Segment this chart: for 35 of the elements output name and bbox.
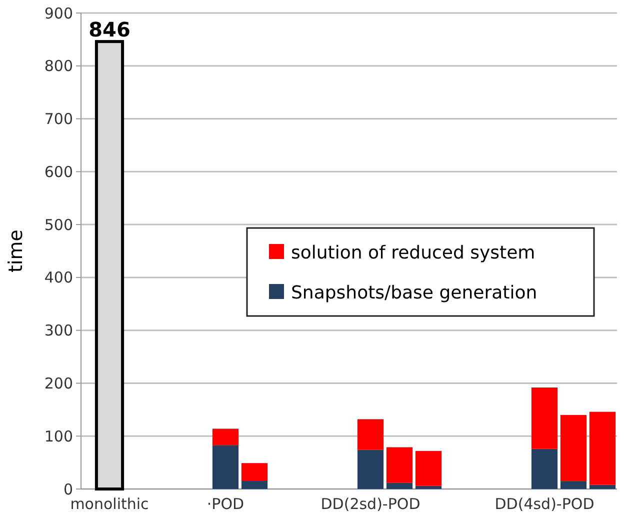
bar <box>212 428 239 446</box>
y-tick-label: 600 <box>44 162 73 181</box>
bar <box>415 450 442 486</box>
bar <box>386 447 413 483</box>
bar <box>241 480 268 489</box>
bar <box>531 387 558 449</box>
legend-label: Snapshots/base generation <box>291 282 538 304</box>
legend-label: solution of reduced system <box>291 242 536 264</box>
y-tick-label: 300 <box>44 322 73 340</box>
y-tick-label: 700 <box>44 110 73 128</box>
bar <box>560 481 587 489</box>
y-tick-label: 900 <box>44 4 73 22</box>
bar <box>212 445 239 489</box>
y-tick-label: 500 <box>44 216 73 234</box>
bar <box>589 484 616 489</box>
bar <box>589 412 616 485</box>
y-tick-label: 400 <box>44 268 73 287</box>
bar <box>357 450 384 489</box>
bar <box>560 414 587 482</box>
x-tick-label: DD(4sd)-POD <box>494 495 594 513</box>
y-tick-label: 800 <box>44 57 73 76</box>
y-tick-label: 200 <box>44 374 73 392</box>
y-tick-label: 0 <box>63 480 73 498</box>
bar <box>241 463 268 481</box>
y-axis-title: time <box>5 230 27 272</box>
bar <box>94 40 124 490</box>
x-tick-label: monolithic <box>70 495 149 513</box>
data-label: 846 <box>88 18 130 42</box>
bar <box>415 486 442 489</box>
x-tick-label: ·POD <box>206 495 244 513</box>
bar <box>386 482 413 489</box>
x-tick-label: DD(2sd)-POD <box>320 495 420 513</box>
bar <box>531 448 558 489</box>
bar <box>357 419 384 450</box>
y-tick-label: 100 <box>44 427 73 446</box>
